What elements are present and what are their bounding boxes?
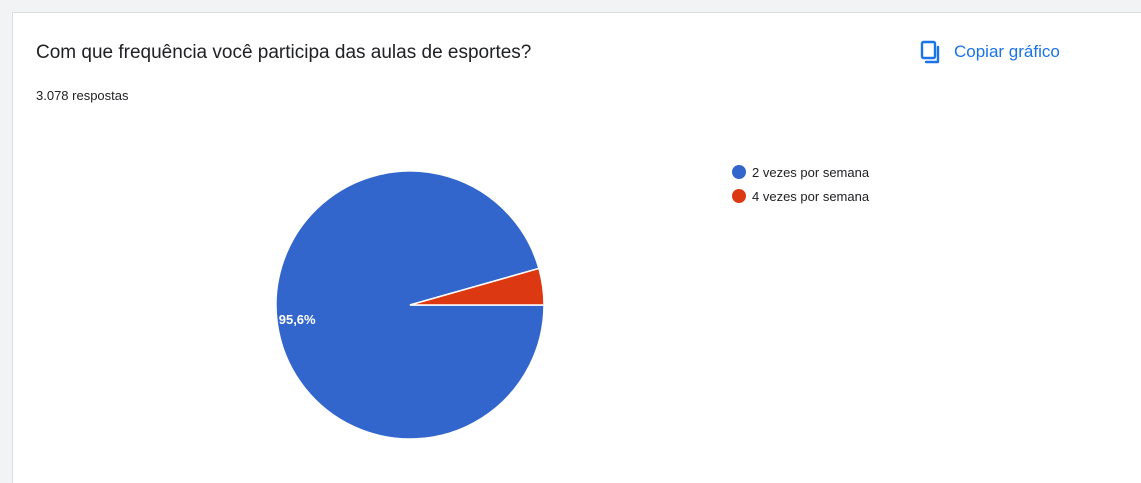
legend-item[interactable]: 4 vezes por semana xyxy=(732,184,869,208)
copy-chart-label: Copiar gráfico xyxy=(954,42,1060,61)
legend-item[interactable]: 2 vezes por semana xyxy=(732,160,869,184)
copy-icon xyxy=(918,40,942,64)
pie-slice[interactable] xyxy=(409,267,545,306)
pie-data-label: 95,6% xyxy=(279,312,316,327)
chart-legend: 2 vezes por semana 4 vezes por semana xyxy=(732,160,869,208)
question-title: Com que frequência você participa das au… xyxy=(36,42,532,63)
legend-label: 2 vezes por semana xyxy=(752,164,870,180)
chart-card xyxy=(12,12,1141,483)
copy-chart-button[interactable]: Copiar gráfico xyxy=(918,34,1060,70)
legend-swatch xyxy=(732,165,746,179)
response-count: 3.078 respostas xyxy=(36,88,129,103)
legend-label: 4 vezes por semana xyxy=(752,188,870,204)
legend-swatch xyxy=(732,189,746,203)
